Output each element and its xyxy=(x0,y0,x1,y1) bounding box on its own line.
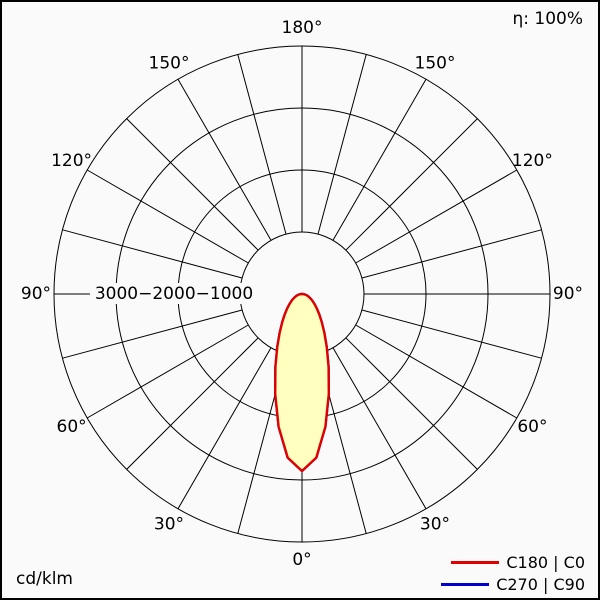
grid-spoke xyxy=(62,229,243,279)
grid-spoke xyxy=(355,169,518,264)
angle-label-120: 120° xyxy=(512,151,553,171)
radial-scale-label: 3000−2000−1000 xyxy=(95,284,253,304)
grid-spoke xyxy=(361,229,542,279)
angle-label-0: 0° xyxy=(292,550,311,570)
grid-spoke xyxy=(126,337,259,470)
angle-label-180: 180° xyxy=(282,18,323,38)
c90-line-swatch xyxy=(441,583,490,586)
grid-spoke xyxy=(332,78,427,241)
legend-label-c0: C180 | C0 xyxy=(506,553,585,572)
grid-spoke xyxy=(345,337,478,470)
grid-spoke xyxy=(177,347,272,510)
efficiency-label: η: 100% xyxy=(512,9,583,29)
grid-spoke xyxy=(177,78,272,241)
legend: C180 | C0 C270 | C90 xyxy=(441,553,585,594)
grid-spoke xyxy=(332,347,427,510)
angle-label-90: 90° xyxy=(553,284,583,304)
grid-spoke xyxy=(86,169,249,264)
polar-curve-c180-c0 xyxy=(274,292,330,473)
angle-label-30: 30° xyxy=(420,514,450,534)
legend-item-c90: C270 | C90 xyxy=(441,575,585,594)
angle-label-60: 60° xyxy=(517,417,547,437)
grid-spoke xyxy=(361,309,542,359)
grid-spoke xyxy=(62,309,243,359)
unit-label: cd/klm xyxy=(16,569,73,589)
grid-spoke xyxy=(345,118,478,251)
grid-spoke xyxy=(317,54,367,235)
angle-label-30: 30° xyxy=(154,514,184,534)
grid-spoke xyxy=(355,324,518,419)
legend-label-c90: C270 | C90 xyxy=(496,575,585,594)
angle-label-150: 150° xyxy=(149,54,190,74)
radial-scale-backdrop xyxy=(90,283,260,304)
angle-label-60: 60° xyxy=(57,417,87,437)
grid-spoke xyxy=(237,54,287,235)
angle-label-90: 90° xyxy=(21,284,51,304)
angle-label-120: 120° xyxy=(51,151,92,171)
c0-line-swatch xyxy=(451,561,500,564)
grid-spoke xyxy=(86,324,249,419)
angle-label-150: 150° xyxy=(415,54,456,74)
grid-spoke xyxy=(126,118,259,251)
legend-item-c0: C180 | C0 xyxy=(441,553,585,572)
